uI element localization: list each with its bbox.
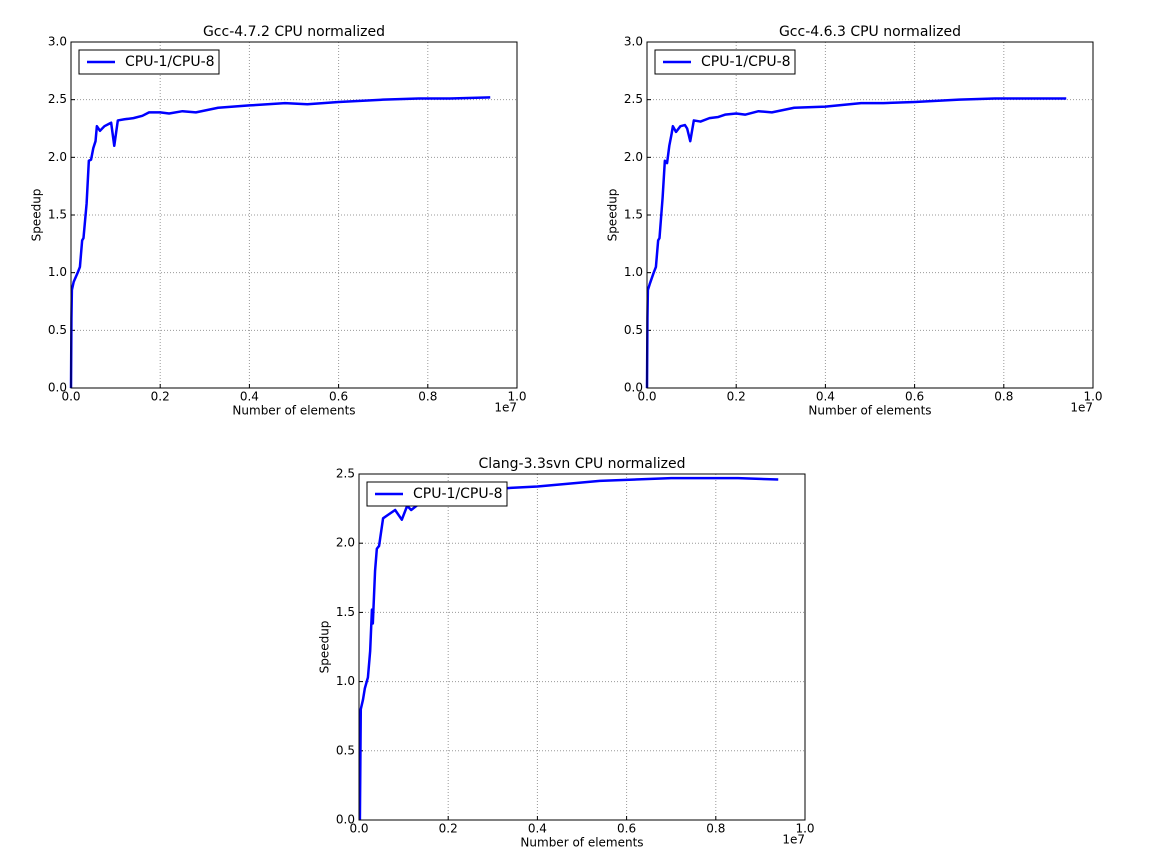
x-tick-label: 0.4: [240, 390, 259, 404]
chart-title: Gcc-4.7.2 CPU normalized: [203, 24, 385, 40]
y-tick-label: 2.0: [48, 150, 67, 164]
data-line: [69, 96, 491, 389]
y-axis-label: Speedup: [30, 189, 44, 242]
y-tick-label: 2.5: [624, 92, 643, 106]
chart-title: Gcc-4.6.3 CPU normalized: [779, 24, 961, 40]
x-offset-label: 1e7: [1070, 401, 1093, 415]
y-tick-label: 1.5: [336, 605, 355, 619]
y-tick-label: 1.5: [48, 208, 67, 222]
y-tick-label: 0.5: [336, 743, 355, 757]
x-tick-label: 0.6: [905, 390, 924, 404]
y-tick-label: 0.0: [336, 813, 355, 827]
y-tick-label: 2.5: [336, 467, 355, 481]
x-tick-label: 1.0: [1083, 390, 1102, 404]
x-axis-label: Number of elements: [232, 404, 355, 418]
x-tick-label: 0.8: [706, 822, 725, 836]
y-axis-label: Speedup: [318, 621, 332, 674]
y-tick-label: 2.5: [48, 92, 67, 106]
y-tick-label: 1.0: [336, 674, 355, 688]
y-tick-label: 0.5: [48, 323, 67, 337]
x-tick-label: 0.4: [528, 822, 547, 836]
chart-title: Clang-3.3svn CPU normalized: [479, 456, 686, 472]
y-tick-label: 2.0: [624, 150, 643, 164]
data-line: [358, 476, 779, 821]
x-offset-label: 1e7: [494, 401, 517, 415]
x-tick-label: 0.2: [727, 390, 746, 404]
subplot: 0.0 0.2 0.4 0.6 0.8 1.0 0.0 0.5 1.0 1.5 2.0 2.5 3.0 G…: [30, 24, 527, 418]
axes-frame: [646, 41, 1094, 389]
y-tick-label: 0.0: [624, 381, 643, 395]
y-tick-label: 3.0: [48, 35, 67, 49]
x-tick-label: 0.0: [637, 390, 656, 404]
data-line: [645, 97, 1067, 389]
y-tick-label: 1.0: [624, 265, 643, 279]
y-tick-label: 1.0: [48, 265, 67, 279]
x-tick-label: 0.2: [151, 390, 170, 404]
x-tick-label: 0.8: [418, 390, 437, 404]
y-tick-label: 2.0: [336, 536, 355, 550]
x-tick-label: 0.8: [994, 390, 1013, 404]
legend-label: CPU-1/CPU-8: [701, 54, 791, 70]
x-axis-label: Number of elements: [808, 404, 931, 418]
x-tick-label: 0.6: [329, 390, 348, 404]
x-offset-label: 1e7: [782, 833, 805, 847]
y-tick-label: 0.5: [624, 323, 643, 337]
plot-area: [359, 474, 805, 820]
x-tick-label: 1.0: [507, 390, 526, 404]
x-tick-label: 0.0: [349, 822, 368, 836]
x-tick-label: 0.4: [816, 390, 835, 404]
x-axis-label: Number of elements: [520, 836, 643, 850]
y-tick-label: 3.0: [624, 35, 643, 49]
y-tick-label: 1.5: [624, 208, 643, 222]
x-tick-label: 0.6: [617, 822, 636, 836]
y-axis-label: Speedup: [606, 189, 620, 242]
x-tick-label: 0.0: [61, 390, 80, 404]
axes-frame: [358, 473, 806, 821]
legend-label: CPU-1/CPU-8: [413, 486, 503, 502]
subplot: 0.0 0.2 0.4 0.6 0.8 1.0 0.0 0.5 1.0 1.5 2.0 2.5 Clan…: [318, 456, 815, 850]
subplot: 0.0 0.2 0.4 0.6 0.8 1.0 0.0 0.5 1.0 1.5 2.0 2.5 3.0 G…: [606, 24, 1103, 418]
axes-frame: [70, 41, 518, 389]
legend-label: CPU-1/CPU-8: [125, 54, 215, 70]
x-tick-label: 0.2: [439, 822, 458, 836]
y-tick-label: 0.0: [48, 381, 67, 395]
x-tick-label: 1.0: [795, 822, 814, 836]
